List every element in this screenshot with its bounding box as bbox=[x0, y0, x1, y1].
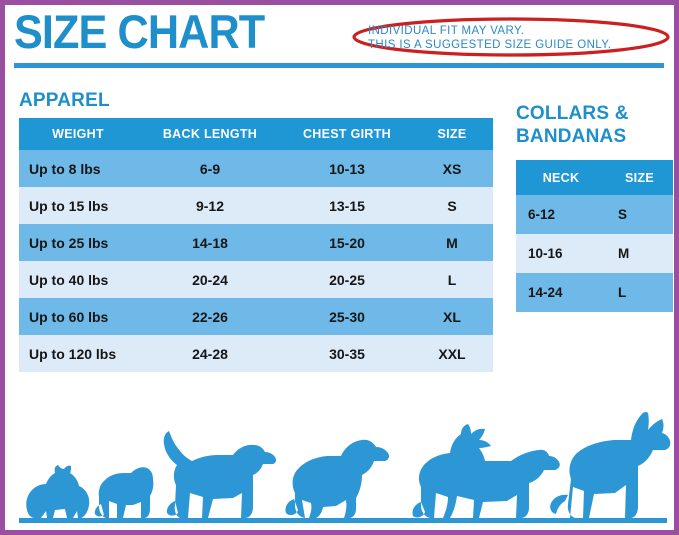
cell-chest-girth: 20-25 bbox=[283, 261, 411, 298]
cell-chest-girth: 10-13 bbox=[283, 150, 411, 187]
table-row: Up to 25 lbs 14-18 15-20 M bbox=[19, 224, 493, 261]
cell-size: M bbox=[411, 224, 493, 261]
table-row: 10-16 M bbox=[516, 234, 673, 273]
collars-size-table: NECK SIZE 6-12 S 10-16 M 14-24 L bbox=[516, 160, 673, 312]
apparel-table-header-row: WEIGHT BACK LENGTH CHEST GIRTH SIZE bbox=[19, 118, 493, 150]
fit-disclaimer-text: INDIVIDUAL FIT MAY VARY. THIS IS A SUGGE… bbox=[368, 24, 611, 52]
labrador-silhouette bbox=[163, 431, 277, 518]
cell-chest-girth: 13-15 bbox=[283, 187, 411, 224]
cell-weight: Up to 25 lbs bbox=[19, 224, 137, 261]
cell-back-length: 6-9 bbox=[137, 150, 283, 187]
table-row: Up to 120 lbs 24-28 30-35 XXL bbox=[19, 335, 493, 372]
ground-baseline bbox=[19, 518, 667, 523]
cell-neck: 14-24 bbox=[516, 273, 606, 312]
cell-weight: Up to 15 lbs bbox=[19, 187, 137, 224]
collars-table-header-row: NECK SIZE bbox=[516, 160, 673, 195]
table-row: Up to 40 lbs 20-24 20-25 L bbox=[19, 261, 493, 298]
collars-heading-line-1: COLLARS & bbox=[516, 103, 629, 124]
cell-neck: 10-16 bbox=[516, 234, 606, 273]
apparel-col-back-length: BACK LENGTH bbox=[137, 118, 283, 150]
apparel-section-heading: APPAREL bbox=[19, 90, 110, 111]
cell-chest-girth: 30-35 bbox=[283, 335, 411, 372]
collars-section-heading: COLLARS & BANDANAS bbox=[516, 102, 674, 148]
cell-size: L bbox=[606, 273, 673, 312]
cell-weight: Up to 120 lbs bbox=[19, 335, 137, 372]
table-row: 14-24 L bbox=[516, 273, 673, 312]
apparel-col-chest-girth: CHEST GIRTH bbox=[283, 118, 411, 150]
cell-size: S bbox=[606, 195, 673, 234]
cell-size: S bbox=[411, 187, 493, 224]
apparel-size-table: WEIGHT BACK LENGTH CHEST GIRTH SIZE Up t… bbox=[19, 118, 493, 372]
collars-col-neck: NECK bbox=[516, 160, 606, 195]
cell-back-length: 9-12 bbox=[137, 187, 283, 224]
cell-weight: Up to 40 lbs bbox=[19, 261, 137, 298]
fit-disclaimer-note: INDIVIDUAL FIT MAY VARY. THIS IS A SUGGE… bbox=[350, 16, 672, 58]
cell-chest-girth: 15-20 bbox=[283, 224, 411, 261]
pomeranian-silhouette bbox=[26, 465, 90, 519]
collars-heading-line-2: BANDANAS bbox=[516, 126, 627, 147]
cell-size: XS bbox=[411, 150, 493, 187]
apparel-col-size: SIZE bbox=[411, 118, 493, 150]
cell-size: XXL bbox=[411, 335, 493, 372]
cell-back-length: 22-26 bbox=[137, 298, 283, 335]
table-row: Up to 15 lbs 9-12 13-15 S bbox=[19, 187, 493, 224]
cell-weight: Up to 8 lbs bbox=[19, 150, 137, 187]
cell-weight: Up to 60 lbs bbox=[19, 298, 137, 335]
apparel-col-weight: WEIGHT bbox=[19, 118, 137, 150]
cell-size: M bbox=[606, 234, 673, 273]
cell-neck: 6-12 bbox=[516, 195, 606, 234]
page-title: SIZE CHART bbox=[14, 5, 265, 58]
cell-back-length: 20-24 bbox=[137, 261, 283, 298]
husky-silhouette bbox=[412, 424, 560, 518]
cell-size: L bbox=[411, 261, 493, 298]
pug-silhouette bbox=[94, 467, 154, 518]
red-ellipse-annotation-icon bbox=[352, 17, 670, 57]
cell-back-length: 24-28 bbox=[137, 335, 283, 372]
spaniel-silhouette bbox=[285, 439, 389, 518]
page-inner: SIZE CHART INDIVIDUAL FIT MAY VARY. THIS… bbox=[5, 5, 674, 530]
dog-size-illustration bbox=[26, 411, 671, 519]
fit-disclaimer-line-2: THIS IS A SUGGESTED SIZE GUIDE ONLY. bbox=[368, 39, 612, 51]
cell-chest-girth: 25-30 bbox=[283, 298, 411, 335]
fit-disclaimer-line-1: INDIVIDUAL FIT MAY VARY. bbox=[368, 25, 525, 37]
table-row: Up to 60 lbs 22-26 25-30 XL bbox=[19, 298, 493, 335]
collars-col-size: SIZE bbox=[606, 160, 673, 195]
title-divider bbox=[14, 63, 664, 68]
table-row: 6-12 S bbox=[516, 195, 673, 234]
cell-back-length: 14-18 bbox=[137, 224, 283, 261]
great-dane-silhouette bbox=[550, 411, 671, 518]
table-row: Up to 8 lbs 6-9 10-13 XS bbox=[19, 150, 493, 187]
cell-size: XL bbox=[411, 298, 493, 335]
